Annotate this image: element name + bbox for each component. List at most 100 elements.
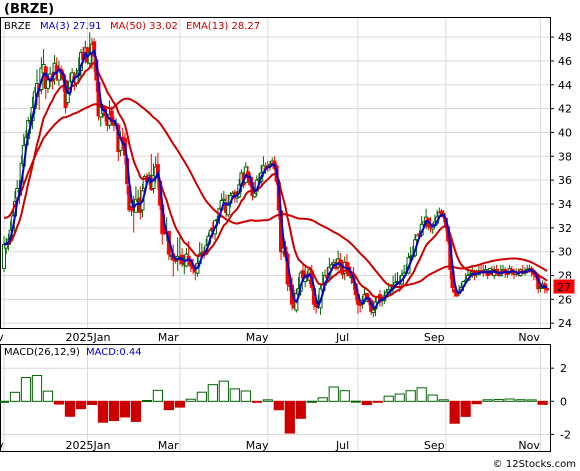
price-tick-label: 40 [558,126,572,139]
price-tick-label: 44 [558,79,572,92]
price-tick-label: 46 [558,55,572,68]
candle-body [87,52,92,64]
candle-body [226,202,231,216]
candle-body [545,288,549,291]
copyright: © 12Stocks.com [493,459,576,470]
macd-bar [262,399,273,402]
month-label: Sep [424,331,445,344]
macd-bar [75,400,87,410]
macd-bar [460,400,471,417]
macd-bar [449,400,460,424]
candle [371,301,376,318]
price-tick-label: 36 [558,174,572,187]
macd-bar [482,399,493,402]
candle-body [45,79,50,89]
macd-tick-label: 0 [560,395,567,408]
month-label: Nov [518,331,540,344]
macd-bar [416,387,427,402]
macd-bar [471,400,482,405]
macd-bar [361,400,372,406]
macd-bar [537,400,548,405]
macd-bar [273,400,284,411]
macd-legend: MACD(26,12,9) MACD:0.44 [4,347,142,358]
macd-bar [196,391,207,402]
month-label: Mar [158,331,179,344]
price-tick-label: 38 [558,150,572,163]
macd-panel [0,344,551,452]
macd-bar [20,377,32,402]
macd-bar [438,399,449,402]
month-label: Jul [335,439,349,452]
legend-ma3: MA(3) 27.91 [40,21,101,32]
macd-bar [9,391,21,402]
macd-params: MACD(26,12,9) [4,347,80,358]
macd-bar [86,400,98,405]
last-price-badge: 27 [552,278,576,295]
macd-bar [64,400,76,417]
price-tick-label: 24 [558,317,572,330]
macd-bar [372,400,383,403]
macd-bar [240,390,251,402]
macd-bar [185,398,196,402]
macd-bar [493,398,504,402]
candle-body [252,192,257,198]
month-label: Nov [0,331,4,344]
month-label: Mar [158,439,179,452]
macd-bar [295,400,306,419]
macd-value: MACD:0.44 [86,347,142,358]
legend-ticker: BRZE [4,21,31,32]
macd-bar [526,399,537,402]
month-label: May [246,439,269,452]
month-label: Nov [518,439,540,452]
price-tick-label: 26 [558,293,572,306]
macd-tick-label: 2 [560,362,567,375]
candle-body [371,309,376,314]
macd-bar [394,393,405,402]
macd-bar [207,384,218,402]
candle-body [92,41,97,57]
candle-body [2,244,6,269]
legend-ema13: EMA(13) 28.27 [186,21,260,32]
macd-bar [108,400,120,422]
month-label: Nov [0,439,4,452]
candle [87,32,92,70]
last-price-value: 27 [557,281,571,294]
macd-bar [251,400,262,403]
macd-bar [405,390,416,402]
macd-bar [218,380,229,402]
month-label: 2025Jan [66,331,111,344]
macd-bar [427,394,438,402]
candle-body [538,286,543,289]
macd-bar [350,400,361,403]
macd-bar [119,400,131,418]
macd-bar [42,390,54,402]
x-axis-bottom: Nov 2025Jan Mar May Jul Sep Nov [0,439,540,452]
macd-bar [383,395,394,402]
chart-title: (BRZE) [4,2,54,17]
macd-bar [328,386,339,402]
legend-ma50: MA(50) 33.02 [110,21,178,32]
candle [2,236,6,272]
macd-axis: -2 0 2 [550,362,571,441]
macd-bar [504,398,515,402]
price-gridlines [1,18,550,328]
candle-body [221,198,226,201]
macd-bar [174,400,185,408]
month-label: 2025Jan [66,439,111,452]
macd-bar [163,400,174,411]
ma3-line [3,49,548,309]
price-series [2,32,549,318]
macd-bar [152,389,164,402]
macd-bar [306,400,317,403]
macd-bar [0,400,10,403]
price-tick-label: 34 [558,198,572,211]
x-axis-top: Nov 2025Jan Mar May Jul Sep Nov [0,331,540,344]
month-label: Sep [424,439,445,452]
price-tick-label: 42 [558,103,572,116]
macd-bar [130,400,142,422]
macd-bar [284,400,295,434]
candle-body [109,110,114,123]
macd-bar [31,374,43,402]
month-label: May [246,331,269,344]
